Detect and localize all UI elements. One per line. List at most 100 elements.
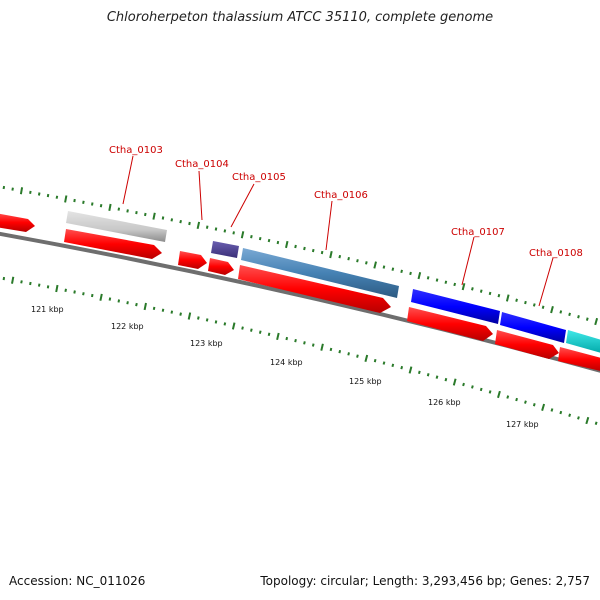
minor-tick [453,282,457,287]
feature-next-cyan[interactable] [566,330,600,354]
minor-tick [303,341,306,345]
minor-tick [585,317,589,321]
minor-tick [391,267,395,271]
major-tick [285,240,289,249]
minor-tick [435,375,439,379]
gene-label-ctha-0104: Ctha_0104 [175,159,229,170]
upper-tick-track [2,185,599,326]
minor-tick [258,236,262,241]
minor-tick [223,229,227,233]
minor-tick [64,288,67,292]
gene-label-ctha-0107: Ctha_0107 [451,227,505,238]
minor-tick [311,248,315,253]
minor-tick [338,349,342,354]
major-tick [55,284,59,293]
major-tick [329,250,333,259]
minor-tick [214,227,218,231]
cds-arrow[interactable] [0,213,35,232]
minor-tick [135,302,138,307]
minor-tick [11,187,14,191]
topology-text: Topology: circular; Length: 3,293,456 bp… [260,574,590,588]
major-tick [452,378,457,386]
minor-tick [471,287,474,291]
minor-tick [108,297,112,301]
major-tick [99,293,103,301]
minor-tick [20,280,23,284]
accession-text: Accession: NC_011026 [9,574,146,588]
minor-tick [400,269,403,274]
cds-ctha-0108[interactable] [495,330,559,359]
minor-tick [329,347,333,352]
cds-ctha-0106[interactable] [238,265,391,313]
minor-tick [303,246,306,251]
cds-ctha-0105[interactable] [208,258,234,275]
minor-tick [170,310,174,314]
minor-tick [29,281,32,286]
feature-ctha-0107[interactable] [411,289,500,324]
minor-tick [241,326,244,330]
feature-ctha-0103[interactable] [66,211,167,242]
feature-ctha-0105[interactable] [211,241,239,258]
major-tick [541,403,546,411]
minor-tick [488,390,492,394]
major-tick [585,416,590,425]
minor-tick [188,221,191,226]
minor-tick [479,289,483,293]
major-tick [550,305,554,314]
minor-tick [2,276,6,281]
minor-tick [232,231,235,235]
minor-tick [179,312,182,316]
scale-label-122: 122 kbp [111,322,144,331]
minor-tick [91,293,94,298]
minor-tick [250,235,253,239]
cds-ctha-0104[interactable] [178,251,207,269]
major-tick [408,366,413,374]
minor-tick [91,202,94,206]
minor-tick [73,290,76,294]
minor-tick [365,261,368,265]
minor-tick [541,305,545,309]
minor-tick [400,365,404,370]
minor-tick [426,276,430,280]
feature-ctha-0108[interactable] [500,312,566,343]
map-title: Chloroherpeton thalassium ATCC 35110, co… [106,10,494,25]
minor-tick [568,413,572,417]
minor-tick [435,278,439,282]
minor-tick [532,303,536,307]
minor-tick [515,298,518,302]
minor-tick [594,421,598,425]
minor-tick [99,204,103,208]
major-tick [231,322,236,330]
minor-tick [497,293,501,298]
minor-tick [276,240,280,245]
scale-label-127: 127 kbp [506,420,539,429]
major-tick [320,343,324,351]
gene-label-ctha-0106: Ctha_0106 [314,190,368,201]
minor-tick [418,370,421,375]
minor-tick [347,256,350,261]
minor-tick [46,285,50,289]
minor-tick [559,310,563,314]
minor-tick [29,190,32,194]
gene-label-ctha-0108: Ctha_0108 [529,248,583,259]
major-tick [196,221,201,230]
label-leader-lines [122,155,554,307]
scale-label-123: 123 kbp [190,339,223,348]
cds-ctha-0107[interactable] [407,307,493,341]
major-tick [417,271,422,280]
minor-tick [82,292,85,296]
minor-tick [311,343,315,347]
cds-ctha-0103[interactable] [64,229,162,259]
gene-label-ctha-0103: Ctha_0103 [109,145,163,156]
cds-next[interactable] [558,347,600,372]
minor-tick [559,410,563,415]
minor-tick [409,271,412,276]
minor-tick [356,259,359,263]
minor-tick [347,352,350,356]
minor-tick [382,265,386,269]
minor-tick [524,300,527,305]
minor-tick [479,387,483,392]
minor-tick [73,198,76,203]
feature-ctha-0106[interactable] [241,248,399,298]
